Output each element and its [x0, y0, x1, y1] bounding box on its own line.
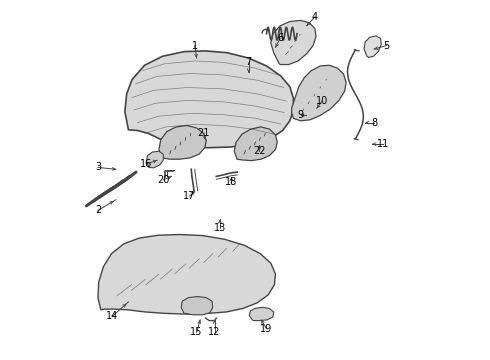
Text: 7: 7 — [245, 57, 252, 67]
Text: 4: 4 — [312, 12, 318, 22]
Text: 6: 6 — [277, 33, 283, 43]
Polygon shape — [125, 51, 294, 148]
Polygon shape — [159, 126, 206, 159]
Polygon shape — [98, 234, 275, 314]
Text: 19: 19 — [260, 324, 272, 334]
Text: 14: 14 — [106, 311, 119, 321]
Text: 22: 22 — [253, 146, 266, 156]
Text: 17: 17 — [183, 191, 196, 201]
Text: 9: 9 — [297, 111, 304, 121]
Polygon shape — [147, 151, 163, 168]
Polygon shape — [364, 36, 381, 57]
Polygon shape — [181, 297, 213, 315]
Text: 12: 12 — [208, 327, 220, 337]
Text: 15: 15 — [191, 327, 203, 337]
Text: 2: 2 — [95, 206, 101, 216]
Polygon shape — [234, 127, 277, 161]
Text: 16: 16 — [140, 159, 152, 169]
Text: 13: 13 — [214, 224, 226, 233]
Polygon shape — [249, 307, 274, 320]
Text: 18: 18 — [225, 177, 238, 187]
Text: 21: 21 — [197, 129, 210, 138]
Text: 11: 11 — [377, 139, 389, 149]
Text: 20: 20 — [157, 175, 170, 185]
Text: 8: 8 — [371, 118, 377, 128]
Text: 3: 3 — [95, 162, 101, 172]
Polygon shape — [292, 65, 346, 121]
Polygon shape — [271, 21, 316, 64]
Text: 1: 1 — [192, 41, 198, 50]
Text: 5: 5 — [384, 41, 390, 50]
Text: 10: 10 — [316, 96, 328, 106]
